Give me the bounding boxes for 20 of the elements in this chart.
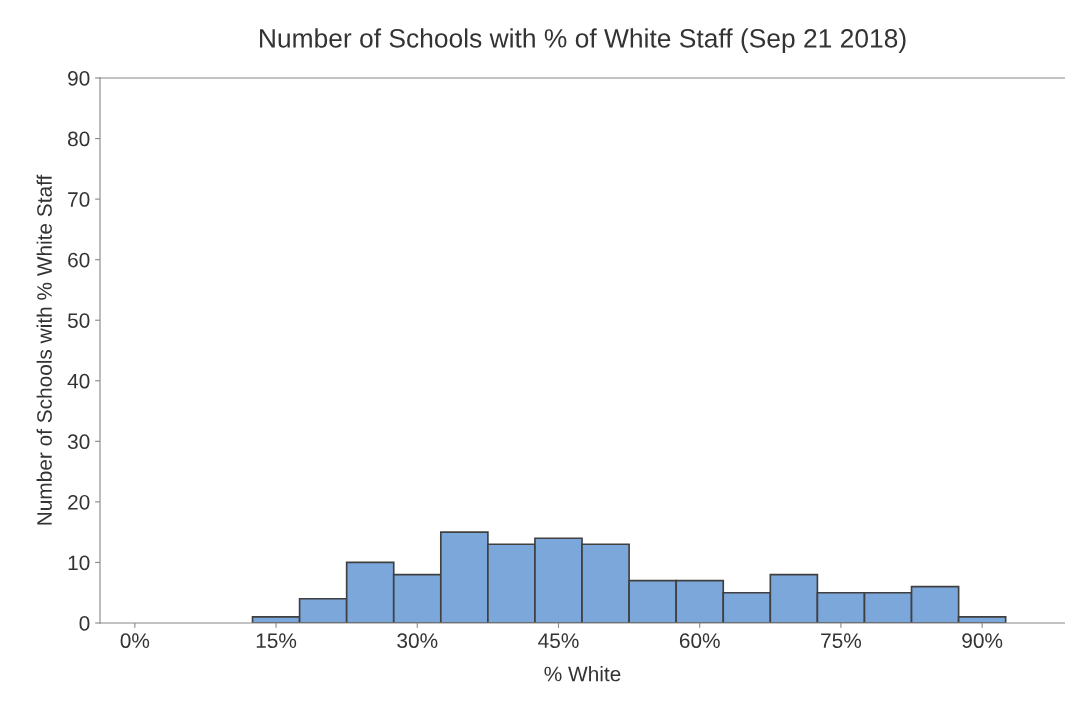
x-axis-title: % White bbox=[544, 666, 621, 682]
x-tick-label: 75% bbox=[821, 633, 862, 649]
y-tick-label: 80 bbox=[68, 131, 90, 147]
y-tick-label: 30 bbox=[67, 434, 90, 450]
y-tick-label: 70 bbox=[68, 192, 90, 207]
y-tick-label: 90 bbox=[68, 71, 90, 86]
x-tick-label: 0% bbox=[120, 633, 150, 649]
x-tick-label: 45% bbox=[538, 633, 579, 649]
y-axis-title: Number of Schools with % White Staff bbox=[36, 174, 52, 525]
x-tick-label: 15% bbox=[256, 633, 297, 649]
y-tick-label: 10 bbox=[68, 555, 90, 571]
y-tick-label: 40 bbox=[67, 373, 90, 389]
x-tick-label: 30% bbox=[397, 633, 438, 649]
y-tick-label: 20 bbox=[68, 494, 90, 510]
x-tick-label: 60% bbox=[679, 633, 720, 649]
chart-title: Number of Schools with % of White Staff (Sep 21 2018) bbox=[260, 28, 906, 53]
x-tick-label: 90% bbox=[962, 633, 1003, 649]
y-tick-label: 50 bbox=[67, 313, 90, 328]
y-tick-label: 0 bbox=[79, 616, 90, 631]
y-tick-label: 60 bbox=[68, 252, 90, 268]
